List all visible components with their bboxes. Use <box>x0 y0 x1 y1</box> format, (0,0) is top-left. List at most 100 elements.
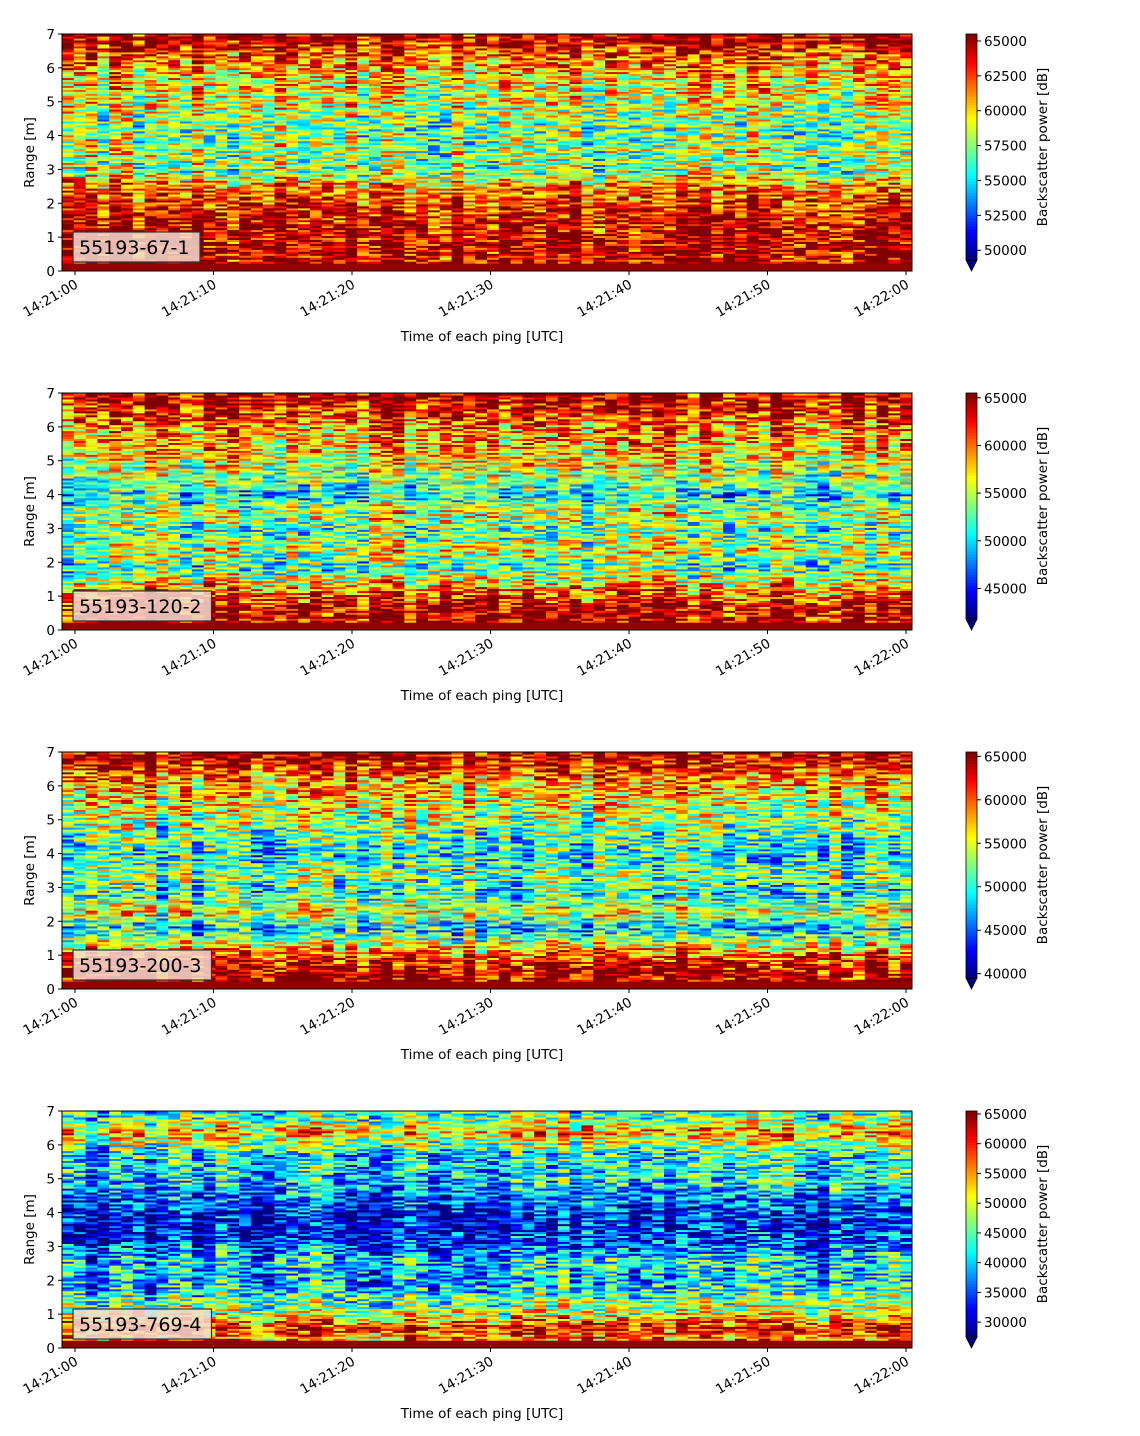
heatmap-cell <box>191 45 205 49</box>
heatmap-cell <box>168 152 181 156</box>
heatmap-cell <box>404 158 417 162</box>
heatmap-cell <box>274 221 287 225</box>
heatmap-cell <box>463 259 476 262</box>
heatmap-cell <box>510 134 524 138</box>
heatmap-cell <box>250 209 264 213</box>
heatmap-cell <box>475 95 488 98</box>
heatmap-cell <box>262 205 276 209</box>
heatmap-cell <box>404 182 417 185</box>
heatmap-cell <box>144 87 158 90</box>
heatmap-cell <box>439 130 453 134</box>
heatmap-cell <box>97 164 110 167</box>
heatmap-cell <box>498 105 512 108</box>
heatmap-cell <box>475 257 488 260</box>
heatmap-cell <box>475 186 488 189</box>
heatmap-cell <box>180 213 193 217</box>
heatmap-cell <box>416 37 429 41</box>
heatmap-cell <box>191 109 205 112</box>
heatmap-cell <box>345 95 358 98</box>
heatmap-cell <box>487 245 500 248</box>
heatmap-cell <box>274 174 287 177</box>
heatmap-cell <box>180 41 193 45</box>
heatmap-cell <box>510 172 524 175</box>
heatmap-cell <box>404 71 417 75</box>
heatmap-cell <box>156 229 169 233</box>
heatmap-cell <box>498 122 512 126</box>
heatmap-cell <box>333 182 346 185</box>
heatmap-cell <box>156 69 169 73</box>
heatmap-cell <box>168 93 181 96</box>
heatmap-cell <box>498 95 512 98</box>
heatmap-cell <box>286 95 299 98</box>
heatmap-cell <box>156 114 169 118</box>
heatmap-cell <box>121 101 134 104</box>
heatmap-cell <box>487 107 500 110</box>
heatmap-cell <box>144 124 158 128</box>
heatmap-cell <box>180 85 193 88</box>
heatmap-cell <box>404 235 417 239</box>
heatmap-cell <box>62 162 75 165</box>
heatmap-cell <box>286 243 299 246</box>
heatmap-cell <box>298 235 311 239</box>
heatmap-cell <box>439 101 453 104</box>
heatmap-cell <box>321 195 335 199</box>
heatmap-cell <box>451 267 464 270</box>
heatmap-cell <box>546 261 559 264</box>
heatmap-cell <box>451 142 464 146</box>
heatmap-cell <box>510 142 524 146</box>
heatmap-cell <box>239 53 252 57</box>
heatmap-cell <box>546 213 559 217</box>
heatmap-cell <box>298 79 311 82</box>
heatmap-cell <box>250 116 264 120</box>
heatmap-cell <box>203 237 217 241</box>
heatmap-cell <box>392 203 405 207</box>
heatmap-cell <box>250 43 264 47</box>
heatmap-cell <box>97 35 110 39</box>
heatmap-cell <box>368 221 382 225</box>
heatmap-cell <box>487 251 500 254</box>
heatmap-cell <box>451 148 464 152</box>
heatmap-cell <box>191 49 205 53</box>
heatmap-cell <box>298 144 311 148</box>
heatmap-cell <box>109 47 122 51</box>
heatmap-cell <box>144 174 158 177</box>
heatmap-cell <box>250 132 264 136</box>
heatmap-cell <box>345 231 358 235</box>
heatmap-cell <box>97 75 110 79</box>
heatmap-cell <box>156 39 169 43</box>
heatmap-cell <box>475 35 488 39</box>
heatmap-cell <box>168 192 181 195</box>
heatmap-cell <box>250 217 264 221</box>
heatmap-cell <box>321 215 335 219</box>
heatmap-cell <box>73 116 87 120</box>
heatmap-cell <box>168 59 181 63</box>
heatmap-cell <box>156 63 169 67</box>
heatmap-cell <box>404 162 417 165</box>
heatmap-cell <box>109 126 122 130</box>
heatmap-cell <box>239 233 252 237</box>
heatmap-cell <box>463 113 476 116</box>
heatmap-cell <box>144 109 158 112</box>
heatmap-cell <box>191 265 205 268</box>
heatmap-cell <box>345 41 358 45</box>
heatmap-cell <box>380 97 394 100</box>
heatmap-cell <box>227 221 240 225</box>
heatmap-cell <box>250 144 264 148</box>
heatmap-cell <box>62 77 75 81</box>
heatmap-cell <box>510 227 524 231</box>
heatmap-cell <box>191 168 205 171</box>
heatmap-cell <box>333 257 346 260</box>
heatmap-cell <box>357 111 370 114</box>
heatmap-cell <box>333 160 346 163</box>
heatmap-cell <box>522 99 535 102</box>
heatmap-cell <box>168 269 181 271</box>
heatmap-cell <box>439 247 453 250</box>
heatmap-cell <box>121 186 134 189</box>
heatmap-cell <box>357 233 370 237</box>
heatmap-cell <box>227 201 240 205</box>
heatmap-cell <box>239 144 252 148</box>
heatmap-cell <box>522 132 535 136</box>
heatmap-cell <box>274 91 287 94</box>
heatmap-cell <box>203 53 217 57</box>
heatmap-cell <box>286 221 299 225</box>
